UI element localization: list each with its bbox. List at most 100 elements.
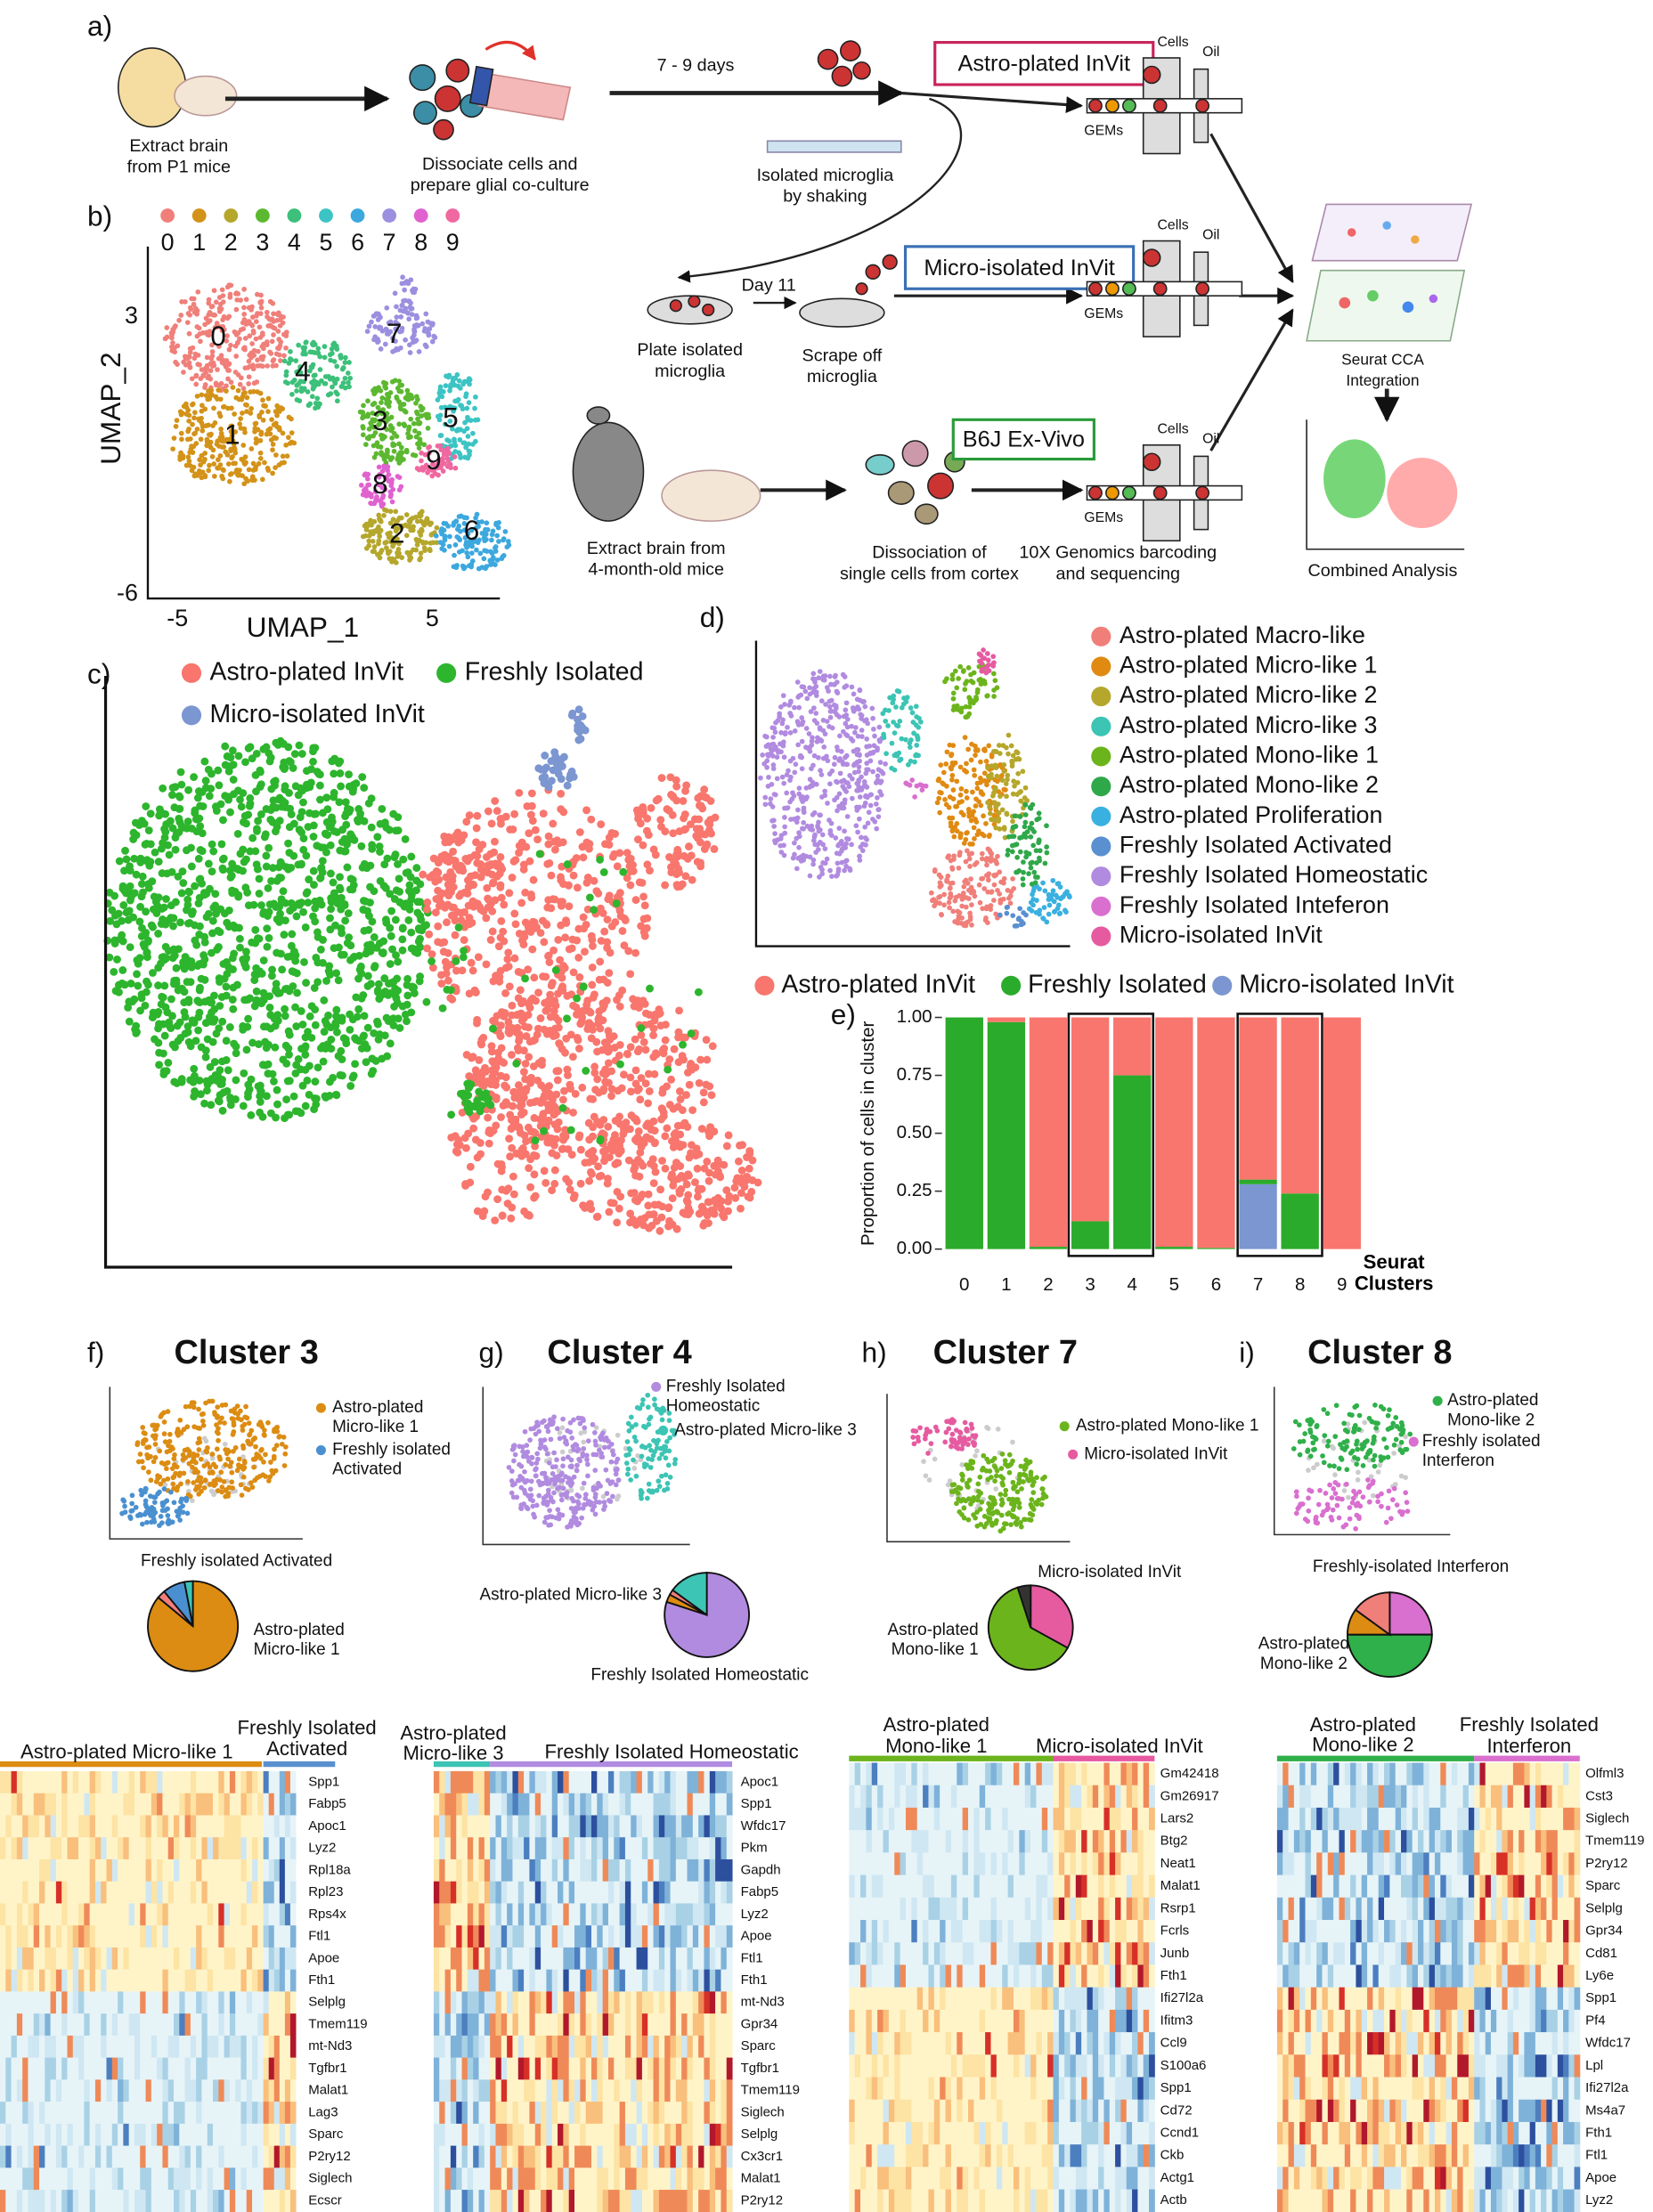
scatter-point	[607, 1199, 615, 1207]
scatter-point	[611, 918, 619, 926]
scatter-point	[950, 825, 956, 831]
scatter-point	[160, 904, 168, 912]
scatter-point	[704, 1128, 712, 1136]
scatter-point	[941, 782, 947, 787]
scatter-point	[428, 957, 436, 965]
scatter-point	[1011, 753, 1016, 759]
scatter-point	[406, 281, 411, 286]
scatter-point	[443, 970, 451, 978]
scatter-point	[291, 1004, 299, 1012]
scatter-point	[480, 868, 488, 876]
scatter-point	[267, 323, 273, 329]
scatter-point	[810, 738, 815, 744]
scatter-point	[821, 756, 826, 761]
scatter-point	[676, 1143, 684, 1151]
scatter-point	[328, 813, 336, 821]
scatter-point	[520, 931, 528, 939]
scatter-point	[185, 320, 191, 325]
scatter-point	[285, 453, 290, 459]
scatter-point	[259, 305, 265, 311]
scatter-point	[251, 366, 256, 371]
scatter-point	[614, 862, 622, 870]
scatter-point	[505, 1134, 513, 1143]
scatter-point	[269, 864, 277, 872]
scatter-point	[807, 685, 812, 690]
scatter-point	[233, 395, 239, 401]
scatter-point	[671, 1045, 679, 1053]
scatter-point	[865, 752, 870, 758]
scatter-point	[508, 1204, 516, 1212]
scatter-point	[858, 698, 863, 703]
scatter-point	[371, 443, 377, 449]
scatter-point	[226, 1094, 234, 1102]
scatter-point	[179, 867, 187, 875]
scatter-point	[549, 996, 557, 1004]
scatter-point	[788, 730, 794, 736]
scatter-point	[358, 995, 366, 1003]
scatter-point	[615, 1150, 623, 1158]
scatter-point	[272, 1022, 280, 1030]
scatter-point	[460, 549, 465, 554]
scatter-point	[647, 804, 656, 812]
scatter-point	[196, 894, 204, 902]
scatter-point	[530, 973, 538, 981]
scatter-point	[171, 952, 179, 960]
scatter-point	[987, 833, 992, 838]
scatter-point	[255, 389, 260, 394]
scatter-point	[536, 1116, 544, 1124]
scatter-point	[553, 1151, 561, 1159]
legend-dot	[224, 208, 238, 223]
scatter-point	[403, 410, 409, 415]
scatter-point	[330, 879, 338, 887]
scatter-point	[248, 1039, 256, 1047]
scatter-point	[276, 310, 281, 315]
scatter-point	[892, 730, 898, 736]
scatter-point	[344, 939, 352, 947]
scatter-point	[812, 718, 818, 723]
scatter-point	[393, 995, 401, 1003]
scatter-point	[937, 790, 942, 795]
scatter-point	[212, 910, 220, 918]
scatter-point	[972, 768, 977, 773]
scatter-point	[778, 704, 784, 710]
scatter-point	[442, 958, 450, 966]
scatter-point	[173, 964, 181, 972]
scatter-point	[303, 1077, 311, 1085]
scatter-point	[383, 1053, 391, 1061]
scatter-point	[270, 339, 275, 345]
label: Oil	[1202, 227, 1219, 242]
scatter-point	[669, 829, 677, 837]
scatter-point	[231, 888, 239, 896]
scatter-point	[162, 820, 170, 828]
scatter-point	[296, 742, 304, 750]
scatter-point	[191, 921, 199, 929]
scatter-point	[399, 389, 404, 394]
scatter-point	[346, 1026, 354, 1034]
scatter-point	[949, 765, 954, 770]
scatter-point	[876, 767, 882, 772]
scatter-point	[407, 853, 415, 861]
scatter-point	[469, 881, 477, 889]
scatter-point	[491, 838, 499, 846]
legend-dot	[436, 663, 456, 683]
scatter-point	[247, 467, 252, 472]
scatter-point	[676, 1087, 684, 1095]
scatter-point	[268, 299, 273, 305]
scatter-point	[419, 321, 425, 327]
scatter-point	[889, 766, 894, 771]
scatter-point	[527, 811, 535, 819]
scatter-point	[279, 797, 287, 805]
scatter-point	[245, 901, 253, 909]
tick-label: 5	[426, 605, 439, 631]
scatter-point	[646, 985, 654, 993]
scatter-point	[708, 1091, 716, 1099]
scatter-point	[350, 781, 358, 789]
scatter-point	[314, 958, 322, 966]
label: Oil	[1202, 432, 1219, 447]
legend-label: 2	[224, 229, 238, 256]
scatter-point	[568, 710, 576, 718]
scatter-point	[256, 767, 264, 775]
scatter-point	[408, 417, 413, 422]
scatter-point	[688, 1141, 696, 1149]
scatter-point	[347, 376, 353, 381]
